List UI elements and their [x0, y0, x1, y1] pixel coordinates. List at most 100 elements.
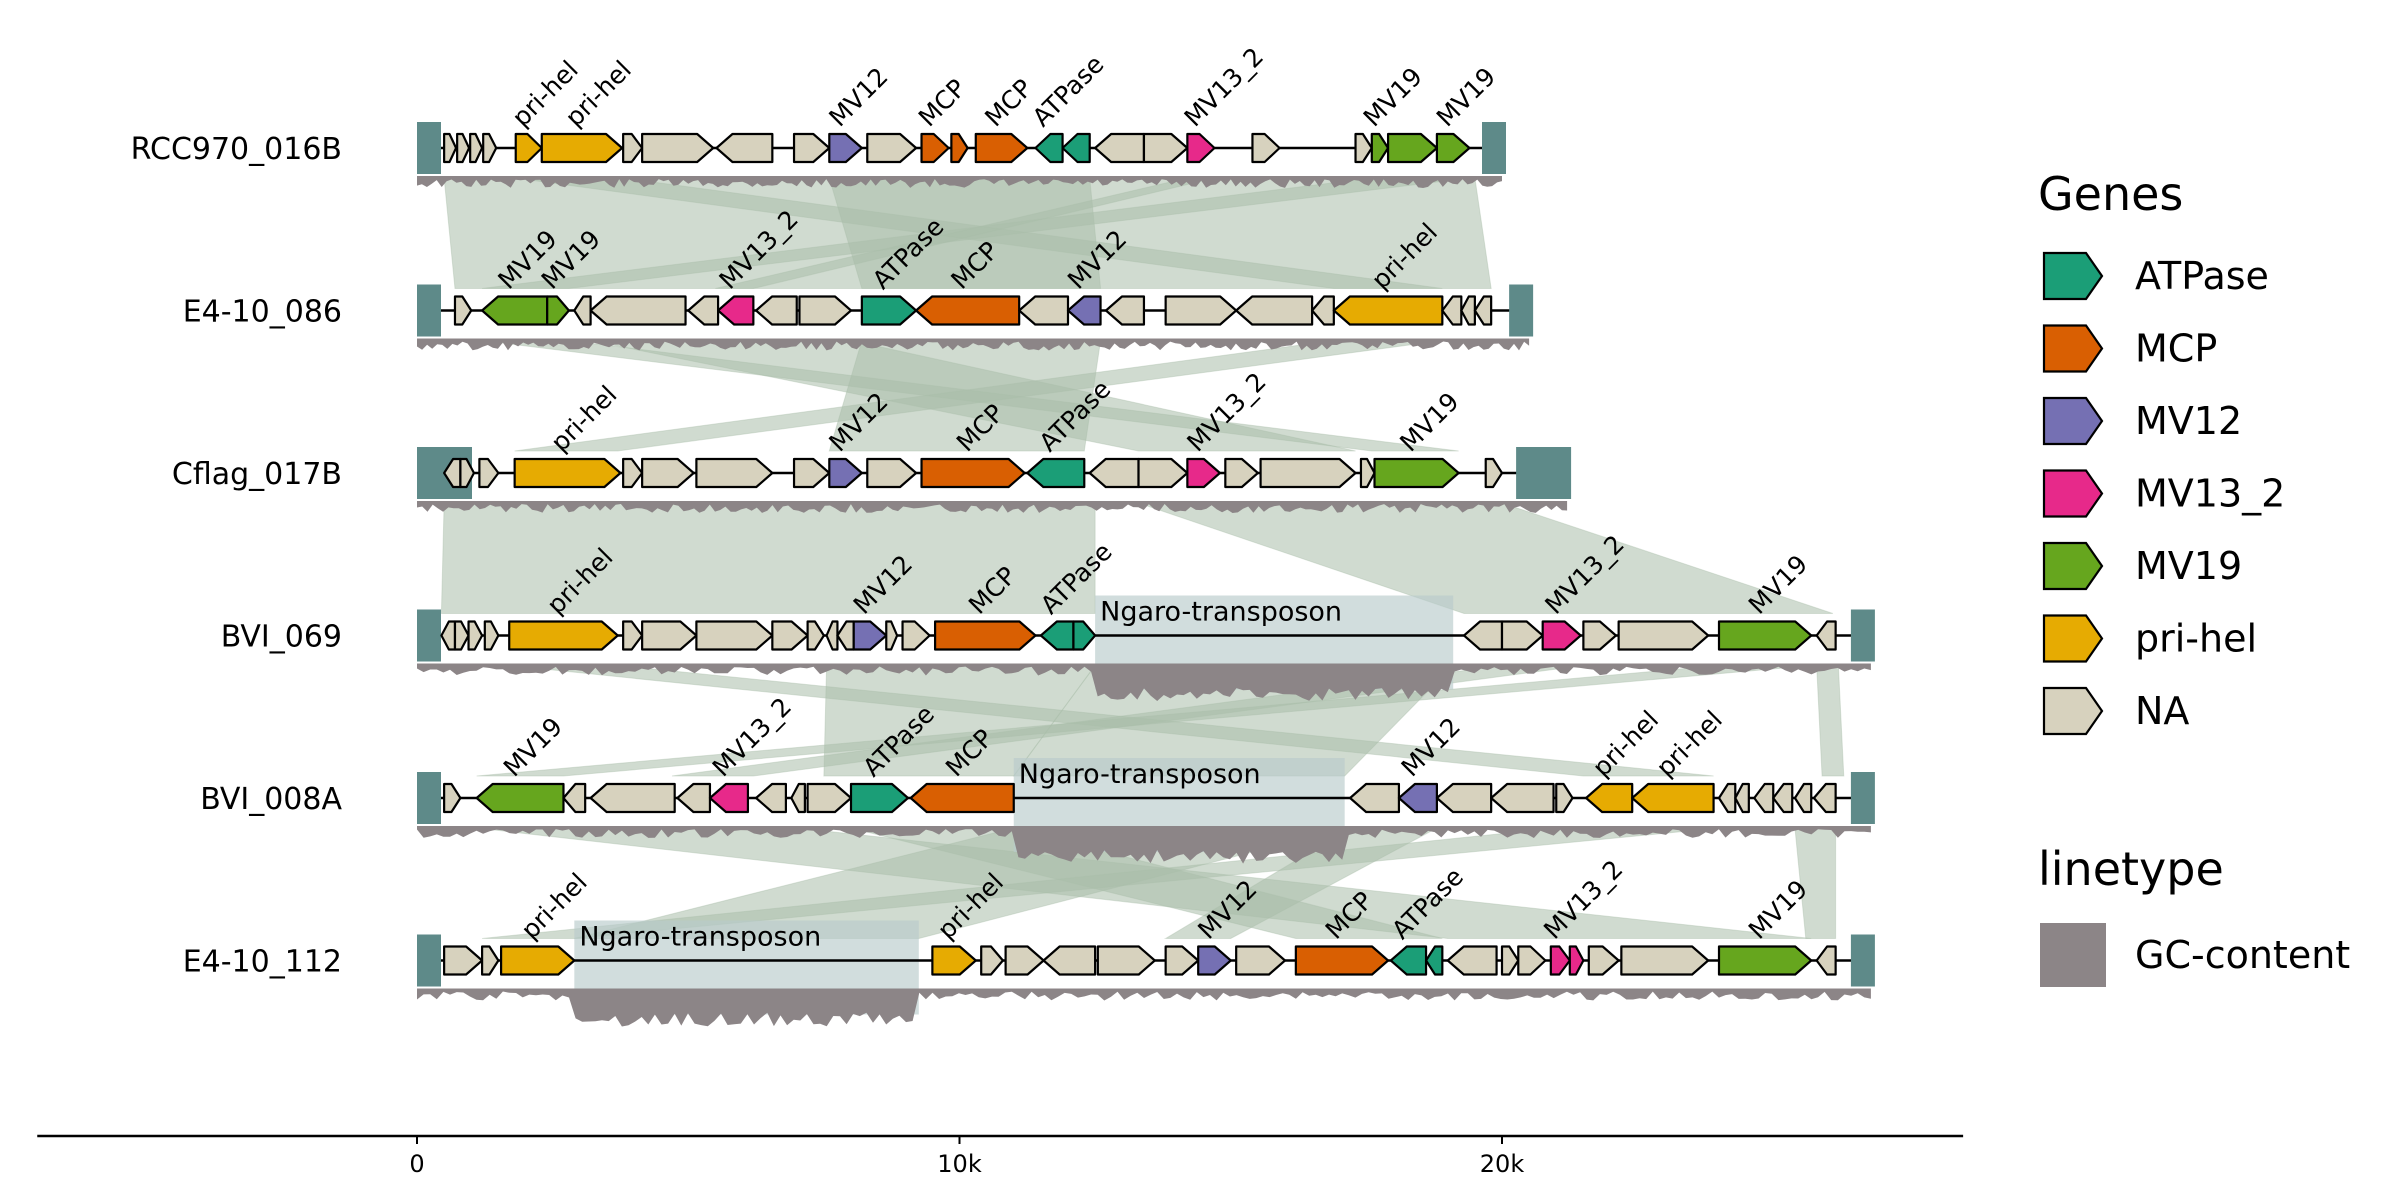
synteny-links — [440, 177, 1845, 939]
gene-arrow-NA — [1500, 620, 1544, 651]
gene-arrow-NA — [1441, 295, 1463, 326]
legend-label-gc-content: GC-content — [2135, 933, 2350, 977]
sequence-end-cap — [1516, 447, 1572, 499]
gene-arrow-NA — [1753, 782, 1775, 814]
gene-arrow-MV19 — [546, 295, 570, 326]
gene-arrow-pri-hel — [931, 945, 977, 976]
gene-arrow-NA — [754, 295, 798, 326]
gene-arrow-NA — [459, 457, 476, 489]
gene-arrow-NA — [641, 457, 695, 489]
gene-arrow-ATPase — [1389, 945, 1428, 976]
gene-arrow-MV13_2 — [716, 295, 755, 326]
gene-arrow-NA — [1088, 457, 1140, 489]
gene-arrow-pri-hel — [514, 132, 543, 164]
gene-arrow-NA — [1018, 295, 1070, 326]
x-tick-label: 20k — [1480, 1150, 1525, 1178]
gene-arrow-NA — [1259, 457, 1357, 489]
sequence-end-cap — [1850, 934, 1875, 987]
gene-arrow-NA — [481, 945, 500, 976]
legend-swatch-MV12 — [2042, 396, 2104, 446]
gene-arrow-MV12 — [852, 620, 888, 651]
gene-arrow-MV12 — [1397, 782, 1438, 814]
gene-arrow-NA — [1555, 782, 1574, 814]
gene-arrow-NA — [622, 132, 644, 164]
gene-arrow-MCP — [920, 132, 950, 164]
gene-arrow-NA — [1717, 782, 1737, 814]
gene-arrow-NA — [790, 782, 806, 814]
gene-arrow-MV19 — [1373, 457, 1460, 489]
x-axis: 0 10k 20k — [37, 1134, 1964, 1178]
gene-arrow-NA — [901, 620, 931, 651]
legend-swatch-MV19 — [2042, 541, 2104, 591]
gene-arrow-NA — [440, 620, 457, 651]
gc-content-profile — [417, 338, 1530, 351]
gene-arrow-NA — [754, 782, 787, 814]
gene-arrow-NA — [1251, 132, 1281, 164]
gene-arrow-NA — [836, 620, 855, 651]
gene-label: MV19 — [1394, 387, 1464, 457]
gene-arrow-NA — [1235, 945, 1287, 976]
gene-arrow-NA — [1042, 945, 1097, 976]
sequence-label: Cflag_017B — [172, 457, 342, 492]
gene-arrow-MCP — [974, 132, 1029, 164]
gene-arrow-NA — [792, 457, 831, 489]
legend-label-NA: NA — [2135, 689, 2189, 733]
gene-arrow-MV12 — [1066, 295, 1102, 326]
gene-arrow-NA — [453, 620, 470, 651]
gene-arrow-NA — [478, 457, 500, 489]
gene-arrow-ATPase — [1424, 945, 1444, 976]
sequence-start-cap — [417, 609, 441, 662]
gene-arrow-NA — [695, 620, 774, 651]
legend-label-ATPase: ATPase — [2135, 254, 2269, 298]
gene-arrow-NA — [1582, 620, 1618, 651]
gene-arrow-NA — [1446, 945, 1498, 976]
gene-arrow-MCP — [933, 620, 1037, 651]
gene-label: pri-hel — [1651, 705, 1728, 782]
gene-arrow-MCP — [920, 457, 1026, 489]
gene-arrow-NA — [792, 132, 831, 164]
gene-arrow-NA — [1500, 945, 1520, 976]
gene-arrow-NA — [825, 620, 839, 651]
gene-arrow-MV19 — [1717, 620, 1813, 651]
gene-arrow-NA — [1587, 945, 1620, 976]
gene-arrow-NA — [1349, 782, 1401, 814]
gene-arrow-ATPase — [860, 295, 918, 326]
gene-arrow-NA — [806, 620, 825, 651]
legend-swatch-NA — [2042, 686, 2104, 736]
gene-arrow-NA — [1462, 620, 1504, 651]
gene-arrow-ATPase — [1034, 132, 1064, 164]
gene-arrow-NA — [1815, 945, 1837, 976]
gene-arrow-NA — [806, 782, 853, 814]
gene-label: MV19 — [1358, 62, 1428, 132]
gene-arrow-pri-hel — [508, 620, 619, 651]
legend-swatch-ATPase — [2042, 251, 2104, 301]
gene-arrow-ATPase — [1061, 132, 1091, 164]
gene-arrow-NA — [1617, 620, 1710, 651]
gene-arrow-NA — [443, 132, 458, 164]
legend-label-MCP: MCP — [2135, 327, 2217, 371]
gene-arrow-MV13_2 — [1568, 945, 1585, 976]
synteny-link — [1816, 665, 1845, 777]
gene-arrow-NA — [1460, 295, 1476, 326]
gene-arrow-MV19 — [1435, 132, 1471, 164]
gene-arrow-NA — [866, 132, 918, 164]
gene-arrow-MV19 — [475, 782, 565, 814]
gene-arrow-MV12 — [828, 457, 863, 489]
gene-arrow-NA — [695, 457, 774, 489]
gc-content-profile — [417, 988, 1871, 1027]
gene-arrow-NA — [980, 945, 1004, 976]
legend-label-MV12: MV12 — [2135, 399, 2242, 443]
gene-arrow-NA — [641, 132, 715, 164]
gene-arrow-NA — [1142, 132, 1189, 164]
gene-arrow-NA — [1359, 457, 1376, 489]
sequence-label: E4-10_112 — [183, 945, 342, 980]
gene-arrow-NA — [469, 132, 484, 164]
gene-arrow-NA — [866, 457, 918, 489]
gene-arrow-NA — [562, 782, 587, 814]
gene-arrow-NA — [1473, 295, 1493, 326]
sequence-label: E4-10_086 — [183, 295, 342, 330]
gene-arrow-NA — [1772, 782, 1794, 814]
gene-arrow-pri-hel — [1631, 782, 1715, 814]
gene-arrow-NA — [1620, 945, 1710, 976]
gene-label: MCP — [913, 73, 972, 132]
